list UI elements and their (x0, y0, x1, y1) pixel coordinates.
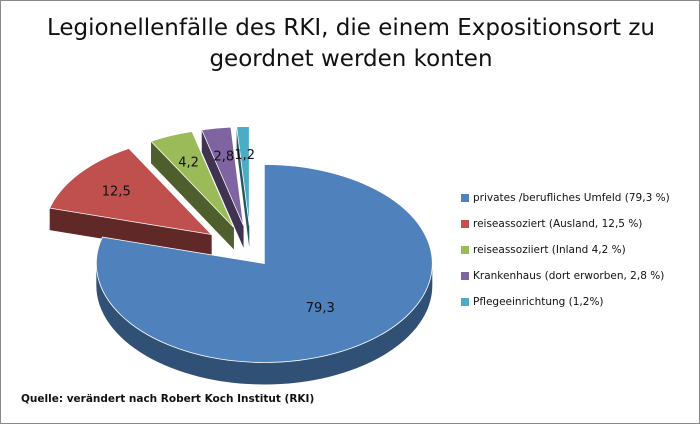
pie-slice-cut (236, 126, 250, 248)
legend-item: reiseassoziert (Ausland, 12,5 %) (461, 211, 697, 237)
legend-swatch (461, 246, 469, 254)
legend-item: reiseassoziiert (Inland 4,2 %) (461, 237, 697, 263)
pie-slice-cut (49, 208, 212, 257)
pie-data-label: 12,5 (102, 185, 131, 200)
legend-swatch (461, 272, 469, 280)
legend-swatch (461, 298, 469, 306)
legend-swatch (461, 194, 469, 202)
pie-slice-cut (151, 141, 234, 250)
pie-slice-1 (95, 164, 433, 363)
pie-slice-side (96, 263, 433, 385)
pie-slice-4 (201, 126, 244, 226)
pie-data-label: 79,3 (306, 301, 335, 316)
legend-item: Krankenhaus (dort erworben, 2,8 %) (461, 263, 697, 289)
pie-slice-2 (49, 147, 213, 236)
chart-title: Legionellenfälle des RKI, die einem Expo… (47, 15, 655, 72)
pie-slice-5 (236, 126, 250, 226)
pie-data-label: 2,8 (214, 149, 235, 164)
pie-data-label: 4,2 (178, 155, 199, 170)
pie-data-label: 1,2 (234, 148, 255, 163)
pie-slice-cut (201, 129, 244, 248)
legend-item: privates /berufliches Umfeld (79,3 %) (461, 185, 697, 211)
legend-label: Krankenhaus (dort erworben, 2,8 %) (473, 270, 665, 282)
legend-swatch (461, 220, 469, 228)
legend-label: privates /berufliches Umfeld (79,3 %) (473, 192, 670, 204)
source-note: Quelle: verändert nach Robert Koch Insti… (21, 393, 315, 405)
legend-label: reiseassoziert (Ausland, 12,5 %) (473, 218, 643, 230)
pie-slice-3 (150, 131, 235, 228)
legend-item: Pflegeeinrichtung (1,2%) (461, 289, 697, 315)
legend-label: Pflegeeinrichtung (1,2%) (473, 296, 604, 308)
legend-label: reiseassoziiert (Inland 4,2 %) (473, 244, 626, 256)
chart-legend: privates /berufliches Umfeld (79,3 %) rei… (461, 185, 697, 315)
